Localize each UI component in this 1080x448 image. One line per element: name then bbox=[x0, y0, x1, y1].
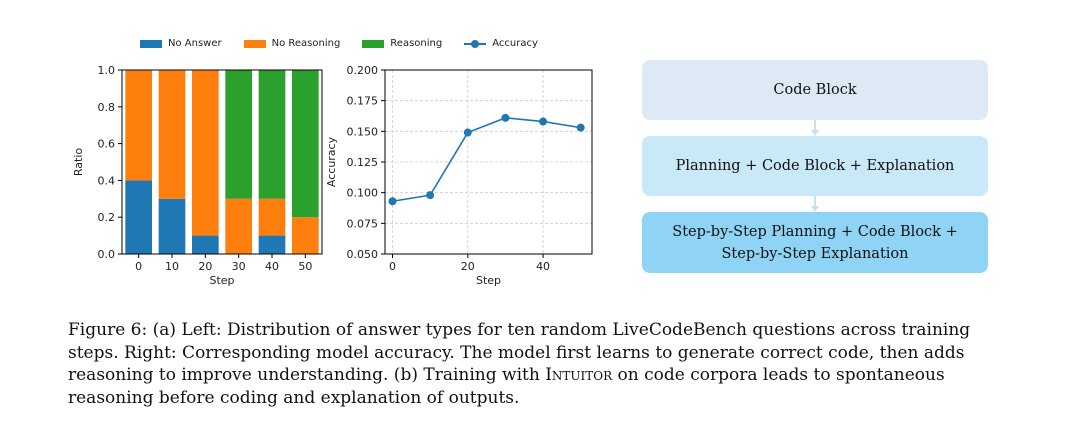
y-tick-label-0.050: 0.050 bbox=[347, 248, 379, 261]
caption-text-part1: Figure 6: (a) Left: Distribution of answ… bbox=[68, 320, 971, 385]
legend-swatch-reasoning bbox=[362, 39, 385, 48]
y-tick-label-0.4: 0.4 bbox=[98, 174, 116, 187]
legend-item-no-reasoning: No Reasoning bbox=[243, 38, 341, 49]
flow-arrow-2-icon bbox=[811, 196, 819, 212]
flow-box-3-line-2: Step-by-Step Explanation bbox=[721, 245, 909, 262]
y-tick-label-0.8: 0.8 bbox=[98, 101, 116, 114]
accuracy-point-step-40 bbox=[539, 117, 548, 126]
legend-swatch-no-reasoning bbox=[243, 39, 266, 48]
chart-legend: No Answer No Reasoning Reasoning Accurac… bbox=[140, 38, 538, 49]
y-tick-label-0.200: 0.200 bbox=[347, 64, 379, 77]
flow-box-1-text: Code Block bbox=[773, 79, 856, 101]
bar-no-reasoning-step-50 bbox=[292, 217, 319, 254]
legend-swatch-accuracy bbox=[464, 39, 487, 49]
x-axis-label: Step bbox=[209, 274, 234, 287]
legend-label-reasoning: Reasoning bbox=[390, 38, 443, 49]
x-tick-label-0: 0 bbox=[389, 260, 396, 273]
figure-caption: Figure 6: (a) Left: Distribution of answ… bbox=[68, 319, 1013, 409]
y-tick-label-0.175: 0.175 bbox=[347, 95, 379, 108]
legend-label-accuracy: Accuracy bbox=[492, 38, 538, 49]
caption-text-part2: on code corpora leads to spontaneous rea… bbox=[68, 365, 945, 408]
legend-item-accuracy: Accuracy bbox=[464, 38, 538, 49]
x-tick-label-20: 20 bbox=[461, 260, 475, 273]
bar-plot-frame bbox=[121, 69, 323, 255]
flow-box-3-text: Step-by-Step Planning + Code Block + Step… bbox=[672, 221, 957, 265]
accuracy-point-step-0 bbox=[388, 197, 397, 206]
bar-reasoning-step-50 bbox=[292, 70, 319, 218]
flow-arrow-1-icon bbox=[811, 120, 819, 136]
accuracy-point-step-30 bbox=[501, 113, 510, 122]
y-tick-label-0.125: 0.125 bbox=[347, 156, 379, 169]
accuracy-point-step-50 bbox=[576, 123, 585, 132]
bar-reasoning-step-30 bbox=[225, 70, 252, 199]
legend-label-no-reasoning: No Reasoning bbox=[271, 38, 341, 49]
bar-reasoning-step-40 bbox=[258, 70, 286, 199]
x-tick-label-20: 20 bbox=[198, 260, 212, 273]
accuracy-point-step-20 bbox=[463, 128, 472, 137]
accuracy-line-chart: 0.050 0.075 0.100 0.125 0.150 0.175 0.200 0 20 40… bbox=[325, 64, 593, 287]
y-tick-label-0.150: 0.150 bbox=[347, 125, 379, 138]
flow-box-3-line-1: Step-by-Step Planning + Code Block + bbox=[672, 223, 958, 240]
y-tick-label-0.6: 0.6 bbox=[98, 138, 116, 151]
x-tick-label-0: 0 bbox=[135, 260, 142, 273]
flow-box-1-line-1: Code Block bbox=[773, 82, 857, 98]
flow-box-2: Planning + Code Block + Explanation bbox=[642, 136, 988, 196]
accuracy-series-line bbox=[392, 117, 581, 203]
accuracy-point-step-10 bbox=[426, 191, 435, 200]
caption-method-name: Intuitor bbox=[545, 365, 613, 385]
bar-no-answer-step-20 bbox=[192, 235, 219, 254]
legend-item-reasoning: Reasoning bbox=[362, 38, 442, 49]
bar-no-answer-step-10 bbox=[158, 198, 186, 254]
line-plot-frame bbox=[384, 69, 593, 255]
y-tick-label-1.0: 1.0 bbox=[98, 64, 116, 77]
bar-no-reasoning-step-0 bbox=[125, 70, 152, 181]
bar-no-answer-step-0 bbox=[125, 180, 152, 254]
x-tick-label-40: 40 bbox=[536, 260, 550, 273]
bar-no-reasoning-step-20 bbox=[192, 70, 219, 236]
x-tick-label-10: 10 bbox=[165, 260, 179, 273]
legend-item-no-answer: No Answer bbox=[140, 38, 222, 49]
y-tick-label-0.100: 0.100 bbox=[347, 187, 379, 200]
flow-box-2-line-1: Planning + Code Block + Explanation bbox=[675, 158, 955, 174]
bar-no-reasoning-step-30 bbox=[225, 198, 252, 254]
bar-no-reasoning-step-40 bbox=[258, 198, 286, 236]
flow-box-1: Code Block bbox=[642, 60, 988, 120]
y-axis-label: Ratio bbox=[72, 148, 85, 177]
x-tick-label-50: 50 bbox=[298, 260, 312, 273]
y-axis-label: Accuracy bbox=[325, 136, 338, 187]
x-tick-label-40: 40 bbox=[265, 260, 279, 273]
y-tick-label-0.075: 0.075 bbox=[347, 217, 379, 230]
answer-type-bar-chart: 0 10 20 30 40 50 0.0 0.2 0.4 0.6 0.8 1.0 Step Ratio bbox=[72, 64, 323, 287]
y-tick-label-0.0: 0.0 bbox=[98, 248, 116, 261]
y-tick-label-0.2: 0.2 bbox=[98, 211, 116, 224]
flow-arrow-head bbox=[811, 206, 819, 212]
bar-no-answer-step-40 bbox=[258, 235, 286, 254]
flow-box-2-text: Planning + Code Block + Explanation bbox=[676, 155, 955, 177]
flow-box-3: Step-by-Step Planning + Code Block + Step… bbox=[642, 212, 988, 273]
legend-label-no-answer: No Answer bbox=[168, 38, 222, 49]
x-tick-label-30: 30 bbox=[232, 260, 246, 273]
legend-swatch-no-answer bbox=[140, 39, 162, 48]
flow-arrow-head bbox=[811, 130, 819, 136]
x-axis-label: Step bbox=[476, 274, 501, 287]
bar-no-reasoning-step-10 bbox=[158, 70, 186, 199]
